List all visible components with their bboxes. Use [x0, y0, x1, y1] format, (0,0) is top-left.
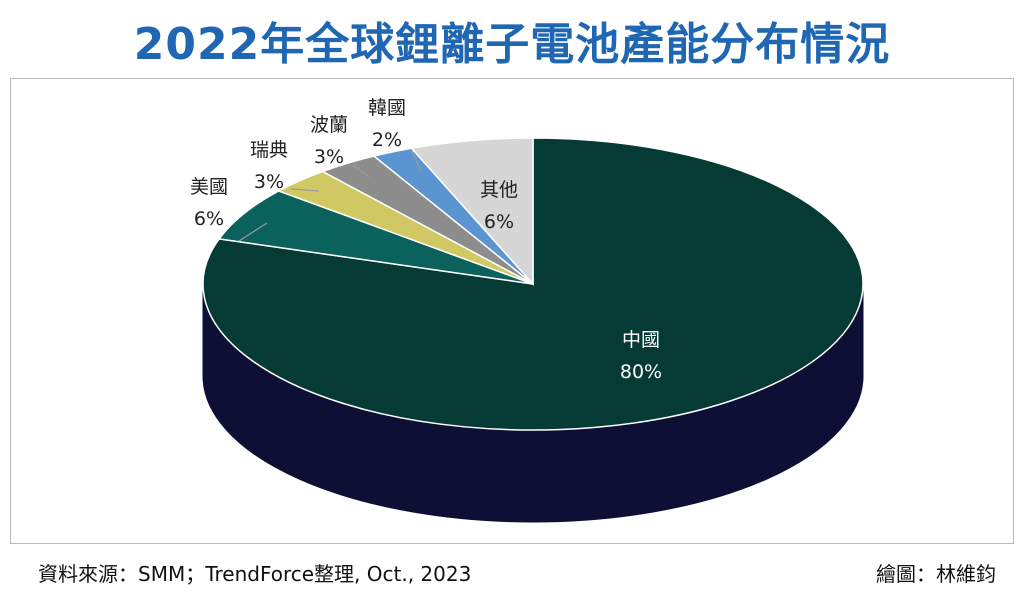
- slice-label-波蘭: 波蘭: [310, 114, 348, 136]
- credit-note: 繪圖：林維鈞: [876, 562, 996, 586]
- slice-value-其他: 6%: [484, 211, 514, 233]
- pie-chart: 中國 80% 美國 6% 瑞典 3% 波蘭 3% 韓國 2% 其他 6%: [190, 97, 864, 523]
- slice-美國: [217, 190, 534, 285]
- slice-label-其他: 其他: [480, 179, 518, 201]
- slice-label-中國: 中國: [622, 329, 660, 351]
- chart-panel: 中國 80% 美國 6% 瑞典 3% 波蘭 3% 韓國 2% 其他 6%: [10, 78, 1014, 544]
- leader-line-美國: [238, 222, 268, 242]
- slice-value-韓國: 2%: [372, 129, 402, 151]
- slice-label-瑞典: 瑞典: [250, 139, 288, 161]
- chart-title: 2022年全球鋰離子電池產能分布情況: [133, 19, 891, 70]
- slice-value-波蘭: 3%: [314, 146, 344, 168]
- slice-其他: [410, 137, 534, 286]
- slice-label-美國: 美國: [190, 176, 228, 198]
- leader-line-波蘭: [352, 164, 370, 178]
- slice-value-美國: 6%: [194, 208, 224, 230]
- slice-value-中國: 80%: [620, 361, 662, 383]
- slice-label-韓國: 韓國: [368, 97, 406, 119]
- source-note: 資料來源：SMM；TrendForce整理, Oct., 2023: [38, 562, 472, 586]
- leader-line-瑞典: [290, 188, 320, 192]
- slice-中國: [202, 137, 864, 431]
- slice-value-瑞典: 3%: [254, 171, 284, 193]
- leader-line-韓國: [410, 148, 422, 172]
